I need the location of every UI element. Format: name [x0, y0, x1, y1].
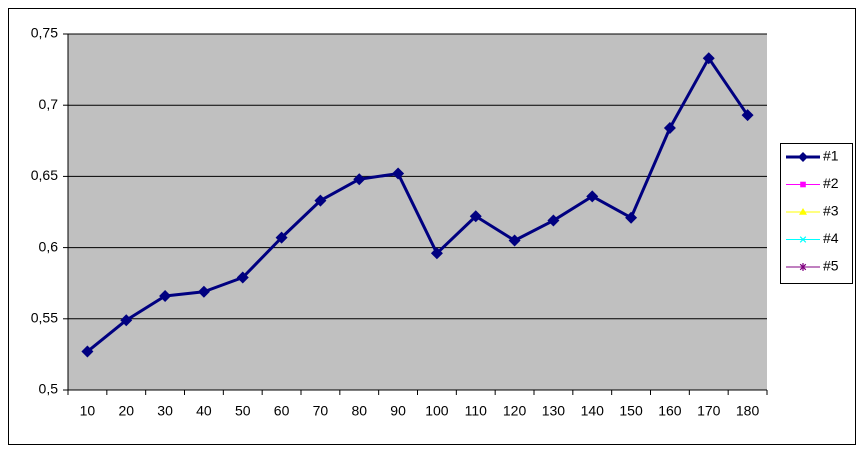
legend-label: #5 [823, 258, 839, 274]
marker [314, 194, 327, 207]
marker [799, 208, 807, 215]
marker [798, 152, 808, 162]
legend-label: #3 [823, 203, 839, 219]
x-tick-label: 130 [542, 403, 566, 419]
x-tick-label: 170 [697, 403, 721, 419]
y-tick-label: 0,65 [31, 167, 58, 183]
x-tick-label: 150 [619, 403, 643, 419]
marker [469, 210, 482, 223]
marker [430, 247, 443, 260]
x-tick-label: 160 [658, 403, 682, 419]
x-tick-label: 100 [425, 403, 449, 419]
y-tick-label: 0,5 [39, 381, 59, 397]
x-tick-label: 70 [313, 403, 329, 419]
marker [353, 173, 366, 186]
marker [275, 231, 288, 244]
marker [81, 345, 94, 358]
x-tick-label: 60 [274, 403, 290, 419]
marker [197, 285, 210, 298]
marker [547, 214, 560, 227]
legend-label: #2 [823, 175, 839, 191]
x-tick-label: 40 [196, 403, 212, 419]
y-tick-label: 0,6 [39, 238, 59, 254]
x-tick-label: 140 [581, 403, 605, 419]
x-tick-label: 110 [465, 403, 488, 419]
marker [799, 263, 807, 271]
x-tick-label: 180 [736, 403, 760, 419]
marker [508, 234, 521, 247]
x-tick-label: 120 [503, 403, 527, 419]
x-tick-label: 50 [235, 403, 251, 419]
marker [800, 181, 806, 188]
series-line [86, 56, 749, 353]
y-tick-label: 0,75 [31, 25, 58, 41]
x-tick-label: 30 [157, 403, 173, 419]
marker [236, 271, 249, 284]
legend-label: #1 [823, 148, 839, 164]
x-tick-label: 80 [351, 403, 367, 419]
marker [799, 236, 807, 243]
marker [586, 190, 599, 203]
x-tick-label: 10 [80, 403, 96, 419]
marker [663, 121, 676, 134]
marker [120, 314, 133, 327]
x-tick-label: 20 [118, 403, 134, 419]
y-tick-label: 0,7 [39, 96, 59, 112]
marker [702, 52, 715, 65]
y-tick-label: 0,55 [31, 310, 58, 326]
marker [625, 211, 638, 224]
marker [392, 167, 405, 180]
marker [159, 290, 172, 303]
marker [741, 109, 754, 122]
legend-box [780, 143, 853, 284]
x-tick-label: 90 [390, 403, 406, 419]
legend-label: #4 [823, 230, 839, 246]
